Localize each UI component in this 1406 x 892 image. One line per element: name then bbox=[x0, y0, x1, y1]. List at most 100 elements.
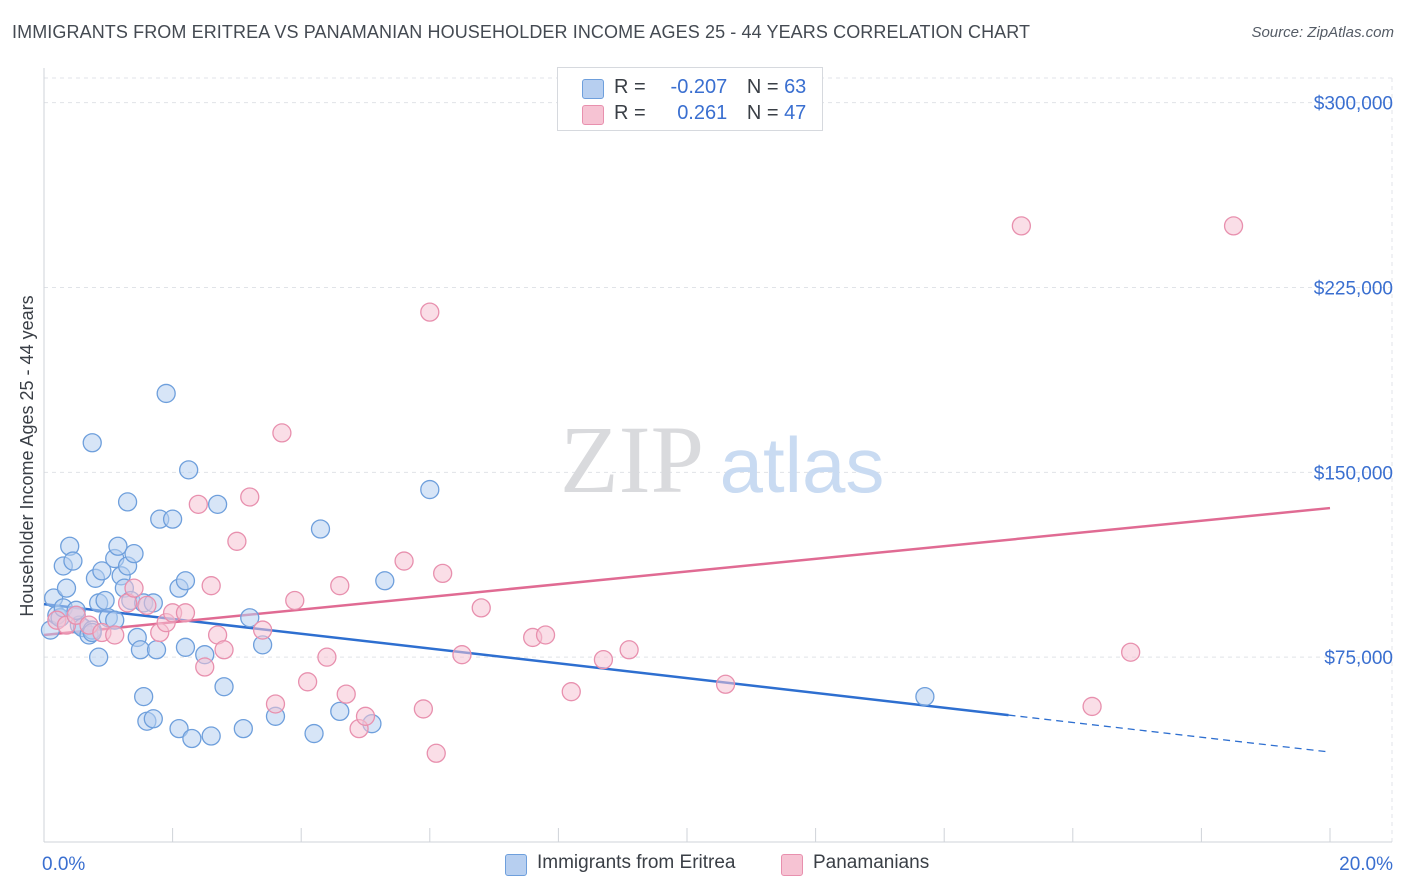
legend-swatch-panamanian bbox=[582, 105, 604, 125]
point-panamanian bbox=[413, 699, 434, 719]
watermark-atlas: atlas bbox=[720, 421, 885, 509]
point-panamanian bbox=[137, 595, 157, 616]
point-eritrea bbox=[330, 701, 350, 722]
point-eritrea bbox=[240, 608, 260, 628]
y-tick-label: $300,000 bbox=[1314, 94, 1393, 115]
point-eritrea bbox=[162, 509, 183, 529]
bottom-legend-label-panamanian: Panamanians bbox=[813, 852, 930, 873]
point-panamanian bbox=[1011, 216, 1032, 236]
point-eritrea bbox=[95, 590, 115, 611]
point-eritrea bbox=[89, 647, 109, 667]
y-tick-label: $150,000 bbox=[1314, 463, 1393, 484]
point-panamanian bbox=[1223, 216, 1244, 236]
point-eritrea bbox=[92, 561, 112, 581]
point-panamanian bbox=[195, 657, 215, 677]
legend-r-label: R = bbox=[614, 102, 646, 124]
point-eritrea bbox=[233, 718, 253, 739]
point-eritrea bbox=[124, 544, 144, 564]
point-panamanian bbox=[1121, 642, 1141, 662]
point-eritrea bbox=[304, 723, 324, 744]
point-panamanian bbox=[593, 649, 614, 670]
point-panamanian bbox=[452, 645, 472, 665]
point-eritrea bbox=[310, 519, 331, 539]
point-eritrea bbox=[82, 433, 102, 453]
legend-r-label: R = bbox=[614, 76, 646, 98]
point-panamanian bbox=[265, 694, 286, 714]
legend-n-label: N = bbox=[746, 76, 779, 98]
point-eritrea bbox=[201, 726, 221, 746]
point-panamanian bbox=[201, 576, 221, 596]
y-tick-label: $75,000 bbox=[1324, 648, 1393, 669]
point-panamanian bbox=[105, 625, 125, 645]
point-panamanian bbox=[433, 563, 453, 584]
legend-r-value-eritrea: -0.207 bbox=[670, 76, 728, 98]
point-eritrea bbox=[63, 551, 83, 571]
point-panamanian bbox=[272, 423, 292, 443]
point-panamanian bbox=[124, 578, 144, 598]
point-panamanian bbox=[330, 576, 350, 596]
point-panamanian bbox=[227, 531, 247, 551]
point-eritrea bbox=[175, 571, 196, 591]
point-eritrea bbox=[175, 637, 196, 657]
point-eritrea bbox=[207, 494, 228, 515]
tick-labels: $75,000 $150,000 $225,000 $300,000 0.0% 20.0% bbox=[42, 94, 1393, 875]
point-panamanian bbox=[1082, 696, 1102, 717]
point-eritrea bbox=[156, 383, 176, 404]
bottom-legend-swatch-eritrea bbox=[505, 854, 527, 876]
point-panamanian bbox=[420, 302, 440, 322]
point-panamanian bbox=[561, 682, 581, 702]
point-eritrea bbox=[143, 709, 163, 729]
bottom-legend-swatch-panamanian bbox=[781, 854, 803, 876]
y-axis-label: Householder Income Ages 25 - 44 years bbox=[17, 295, 37, 616]
point-eritrea bbox=[169, 718, 189, 739]
watermark-zip: ZIP bbox=[560, 406, 704, 513]
watermark: ZIP atlas bbox=[560, 406, 884, 513]
point-panamanian bbox=[188, 494, 208, 515]
legend-n-value-panamanian: 47 bbox=[784, 102, 807, 124]
axes bbox=[43, 68, 1392, 843]
point-eritrea bbox=[420, 479, 440, 500]
point-panamanian bbox=[175, 603, 196, 623]
point-panamanian bbox=[317, 647, 337, 667]
y-tick-label: $225,000 bbox=[1314, 278, 1393, 299]
point-panamanian bbox=[252, 620, 273, 640]
point-eritrea bbox=[108, 536, 128, 556]
data-points bbox=[40, 216, 1244, 763]
x-tick-label-end: 20.0% bbox=[1339, 854, 1393, 875]
point-eritrea bbox=[117, 492, 138, 512]
bottom-legend-label-eritrea: Immigrants from Eritrea bbox=[537, 852, 736, 873]
point-eritrea bbox=[130, 640, 151, 660]
trend-line-panamanian bbox=[43, 506, 1331, 637]
point-panamanian bbox=[285, 590, 305, 611]
source-label: Source: ZipAtlas.com bbox=[1251, 24, 1394, 41]
point-eritrea bbox=[134, 686, 154, 707]
point-eritrea bbox=[146, 640, 167, 660]
point-panamanian bbox=[297, 672, 318, 692]
legend-n-label: N = bbox=[746, 102, 779, 124]
trend-line-eritrea-extension bbox=[1008, 714, 1331, 753]
point-panamanian bbox=[471, 598, 491, 618]
point-eritrea bbox=[56, 578, 77, 598]
point-panamanian bbox=[619, 640, 639, 660]
point-panamanian bbox=[355, 706, 376, 726]
point-panamanian bbox=[394, 551, 414, 571]
point-eritrea bbox=[915, 686, 935, 707]
correlation-legend: R = -0.207 N = 63 R = 0.261 N = 47 bbox=[557, 67, 823, 131]
point-panamanian bbox=[336, 684, 356, 704]
point-panamanian bbox=[426, 743, 446, 763]
point-eritrea bbox=[214, 677, 234, 697]
legend-n-value-eritrea: 63 bbox=[784, 76, 807, 98]
legend-r-value-panamanian: 0.261 bbox=[677, 102, 728, 124]
chart-title: IMMIGRANTS FROM ERITREA VS PANAMANIAN HO… bbox=[12, 22, 1031, 42]
point-panamanian bbox=[535, 625, 556, 645]
legend-swatch-eritrea bbox=[582, 79, 604, 99]
point-eritrea bbox=[375, 571, 395, 591]
trend-line-eritrea bbox=[43, 602, 1009, 717]
point-panamanian bbox=[214, 640, 234, 660]
point-panamanian bbox=[715, 674, 736, 694]
point-panamanian bbox=[66, 605, 86, 625]
point-eritrea bbox=[179, 460, 199, 480]
x-tick-label-start: 0.0% bbox=[42, 854, 85, 875]
point-panamanian bbox=[240, 487, 260, 507]
